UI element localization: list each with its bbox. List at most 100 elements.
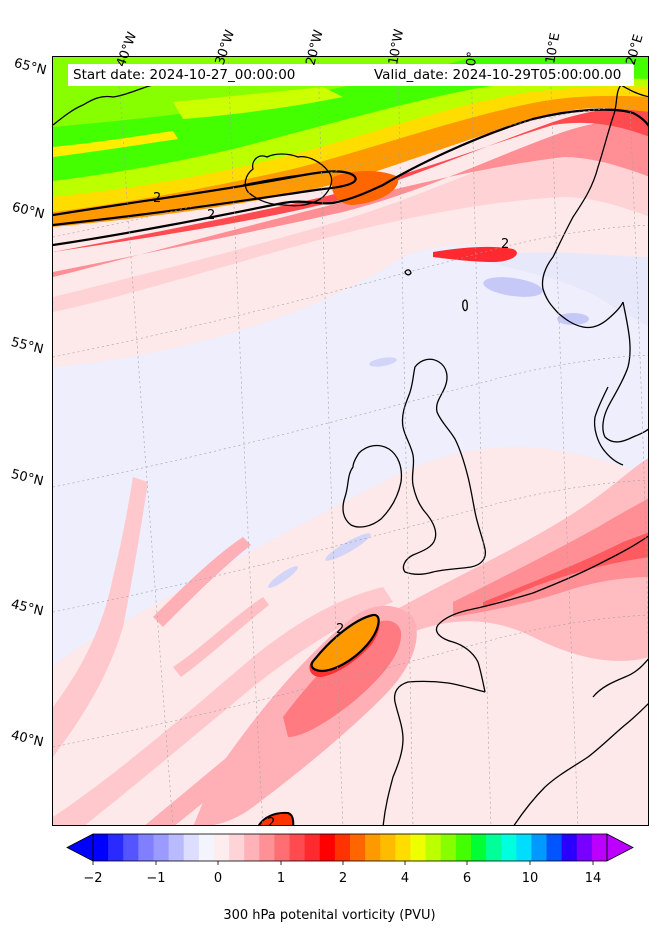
colorbar-tick-label: 14 (584, 871, 602, 886)
colorbar-tick-label: 4 (400, 871, 410, 886)
colorbar-swatch (259, 834, 275, 861)
latitude-label: 45°N (9, 597, 45, 620)
coast-britain (401, 358, 487, 575)
pv-2pvu-contour (53, 170, 357, 227)
colorbar-title: 300 hPa potenital vorticity (PVU) (223, 908, 436, 923)
pv-band-southeast (383, 458, 648, 661)
pv-2pvu-contour (53, 108, 648, 247)
colorbar-swatch (334, 834, 351, 861)
colorbar-extend-high (606, 833, 634, 862)
pv-band-southeast (453, 498, 648, 617)
latitude-label: 55°N (9, 335, 45, 358)
colorbar-frame (92, 833, 608, 862)
colorbar-swatch (516, 834, 532, 861)
colorbar-swatch (425, 834, 442, 861)
pv-high-region (53, 131, 178, 157)
colorbar-tick-label: −2 (83, 871, 103, 886)
colorbar-swatch (395, 834, 411, 861)
colorbar-swatch (274, 834, 290, 861)
colorbar-swatch (168, 834, 185, 861)
colorbar-swatch (455, 834, 472, 861)
coast-iceland (244, 153, 333, 207)
colorbar-swatch (289, 834, 306, 861)
colorbar-swatch (486, 834, 502, 861)
coast-mediterranean (513, 703, 648, 825)
colorbar-tick-label: 1 (276, 871, 286, 886)
colorbar-swatch (229, 834, 245, 861)
colorbar-swatch (244, 834, 260, 861)
map-panel: 2 2 2 2 2 (52, 56, 649, 826)
colorbar-tick-label: 10 (521, 871, 539, 886)
pv-cutoff-2pvu (310, 613, 380, 673)
pv-2pvu-south (258, 811, 295, 825)
coast-sweden (602, 301, 648, 443)
coast-iberia (382, 680, 486, 825)
colorbar-swatch (123, 834, 139, 861)
contour-label: 2 (207, 208, 215, 223)
pv-streak (53, 477, 148, 757)
colorbar-swatch (501, 834, 517, 861)
low-pv-region (473, 252, 648, 326)
contour-label: 2 (153, 191, 161, 206)
latitude-label: 65°N (12, 56, 48, 79)
coast-france (435, 535, 648, 693)
pv-streak (153, 537, 251, 627)
colorbar-swatch (93, 834, 109, 861)
colorbar-swatch (304, 834, 321, 861)
pv-band-north (53, 127, 648, 312)
contour-label: 2 (336, 622, 344, 637)
coast-ireland (342, 444, 403, 528)
negative-pv-patch (268, 566, 298, 588)
pv-streak (53, 587, 393, 825)
latitude-label: 40°N (9, 728, 45, 751)
colorbar-tick-label: −1 (146, 871, 166, 886)
colorbar-swatch (350, 834, 366, 861)
colorbar-swatch (546, 834, 563, 861)
graticule (53, 57, 648, 825)
colorbar-swatch (138, 834, 154, 861)
coast-denmark (593, 386, 624, 466)
pv-band-north (433, 246, 517, 262)
colorbar-swatch (319, 834, 336, 861)
valid-date-label: Valid_date: 2024-10-29T05:00:00.00 (374, 67, 622, 83)
pv-band-north (53, 106, 648, 252)
pv-band-north (53, 118, 648, 277)
colorbar-swatch (470, 834, 487, 861)
colorbar-swatch (153, 834, 169, 861)
latitude-label: 50°N (9, 467, 45, 490)
low-pv-region (53, 244, 648, 667)
colorbar-extend-low (66, 833, 94, 862)
colorbar-swatch (576, 834, 593, 861)
negative-pv-patch (483, 277, 543, 297)
colorbar-swatch (440, 834, 457, 861)
header-box (68, 64, 634, 86)
pv-high-region (173, 87, 343, 119)
pv-streak (173, 597, 269, 677)
coast-norway (541, 84, 648, 329)
colorbar-swatch (213, 834, 230, 861)
colorbar-swatch (183, 834, 200, 861)
pv-2pvu-contour (242, 174, 304, 186)
negative-pv-patch (325, 533, 371, 561)
coast-shetland (462, 299, 468, 312)
colorbar-swatch (365, 834, 381, 861)
colorbar-swatch (410, 834, 426, 861)
negative-pv-patch (369, 357, 397, 367)
colorbar-tick-label: 0 (213, 871, 223, 886)
pv-band-southeast (483, 532, 648, 607)
pv-high-region (331, 171, 399, 205)
colorbar-swatch (108, 834, 124, 861)
pv-cutoff-halo (283, 620, 402, 737)
contour-label: 2 (267, 816, 275, 826)
colorbar-swatch (380, 834, 396, 861)
colorbar-swatch (531, 834, 547, 861)
coast-italy (592, 658, 648, 698)
longitude-label: 0° (464, 50, 481, 67)
contour-label: 2 (501, 237, 509, 252)
colorbar-swatch (561, 834, 578, 861)
negative-pv-patch (557, 313, 589, 325)
colorbar-tick-label: 2 (338, 871, 348, 886)
coast-faroes (404, 269, 412, 276)
colorbar-tick-label: 6 (462, 871, 472, 886)
start-date-label: Start date: 2024-10-27_00:00:00 (73, 67, 296, 83)
